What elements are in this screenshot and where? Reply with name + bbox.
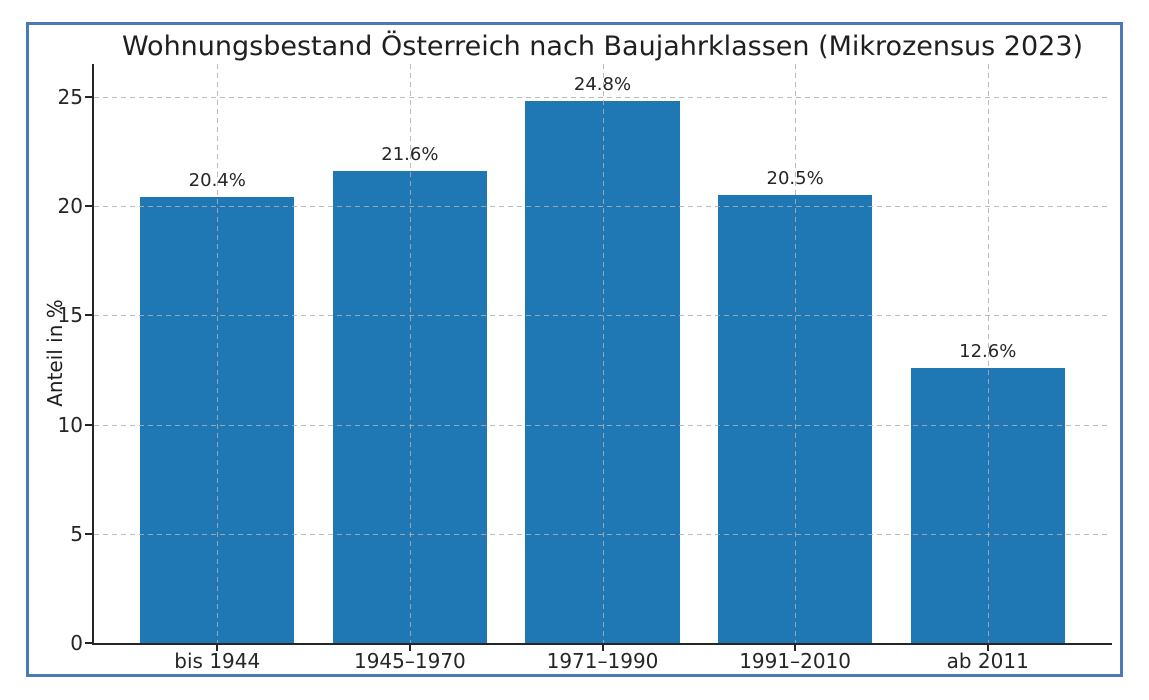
x-tick-label: bis 1944 [174, 649, 261, 673]
vertical-gridline [409, 64, 411, 643]
vertical-gridline [217, 64, 219, 643]
x-tick-mark [794, 645, 797, 651]
x-tick-label: 1991–2010 [739, 649, 852, 673]
y-tick-mark [85, 642, 92, 644]
bar [910, 367, 1065, 643]
y-tick-label: 15 [57, 303, 83, 328]
bar [140, 197, 295, 643]
bar-value-label: 20.4% [188, 170, 246, 192]
x-tick-label: ab 2011 [946, 649, 1029, 673]
y-tick-label: 20 [57, 194, 83, 219]
x-tick-label: 1945–1970 [353, 649, 466, 673]
bar-value-label: 24.8% [573, 74, 632, 96]
bar-value-label: 21.6% [381, 144, 439, 166]
vertical-gridline [987, 64, 989, 643]
x-tick-mark [408, 645, 411, 651]
bar [718, 195, 873, 643]
y-tick-label: 25 [57, 85, 83, 109]
y-tick-label: 5 [70, 521, 83, 546]
x-axis-spine [92, 643, 1112, 645]
y-tick-label: 0 [70, 631, 83, 655]
bar-value-label: 20.5% [766, 168, 824, 190]
bar [525, 101, 680, 643]
y-tick-mark [85, 532, 92, 535]
bar-value-label: 12.6% [959, 340, 1017, 362]
x-tick-mark [986, 645, 989, 651]
x-tick-mark [601, 645, 604, 651]
vertical-gridline [602, 64, 604, 643]
x-tick-mark [216, 645, 219, 651]
y-tick-label: 10 [57, 412, 83, 437]
y-axis-spine [92, 64, 94, 645]
y-tick-mark [85, 205, 92, 208]
bar [332, 171, 487, 643]
y-tick-mark [85, 314, 92, 317]
vertical-gridline [795, 64, 797, 643]
y-tick-mark [85, 423, 92, 426]
y-tick-mark [85, 96, 92, 98]
chart-title: Wohnungsbestand Österreich nach Baujahrk… [121, 31, 1084, 62]
x-tick-label: 1971–1990 [546, 649, 659, 673]
